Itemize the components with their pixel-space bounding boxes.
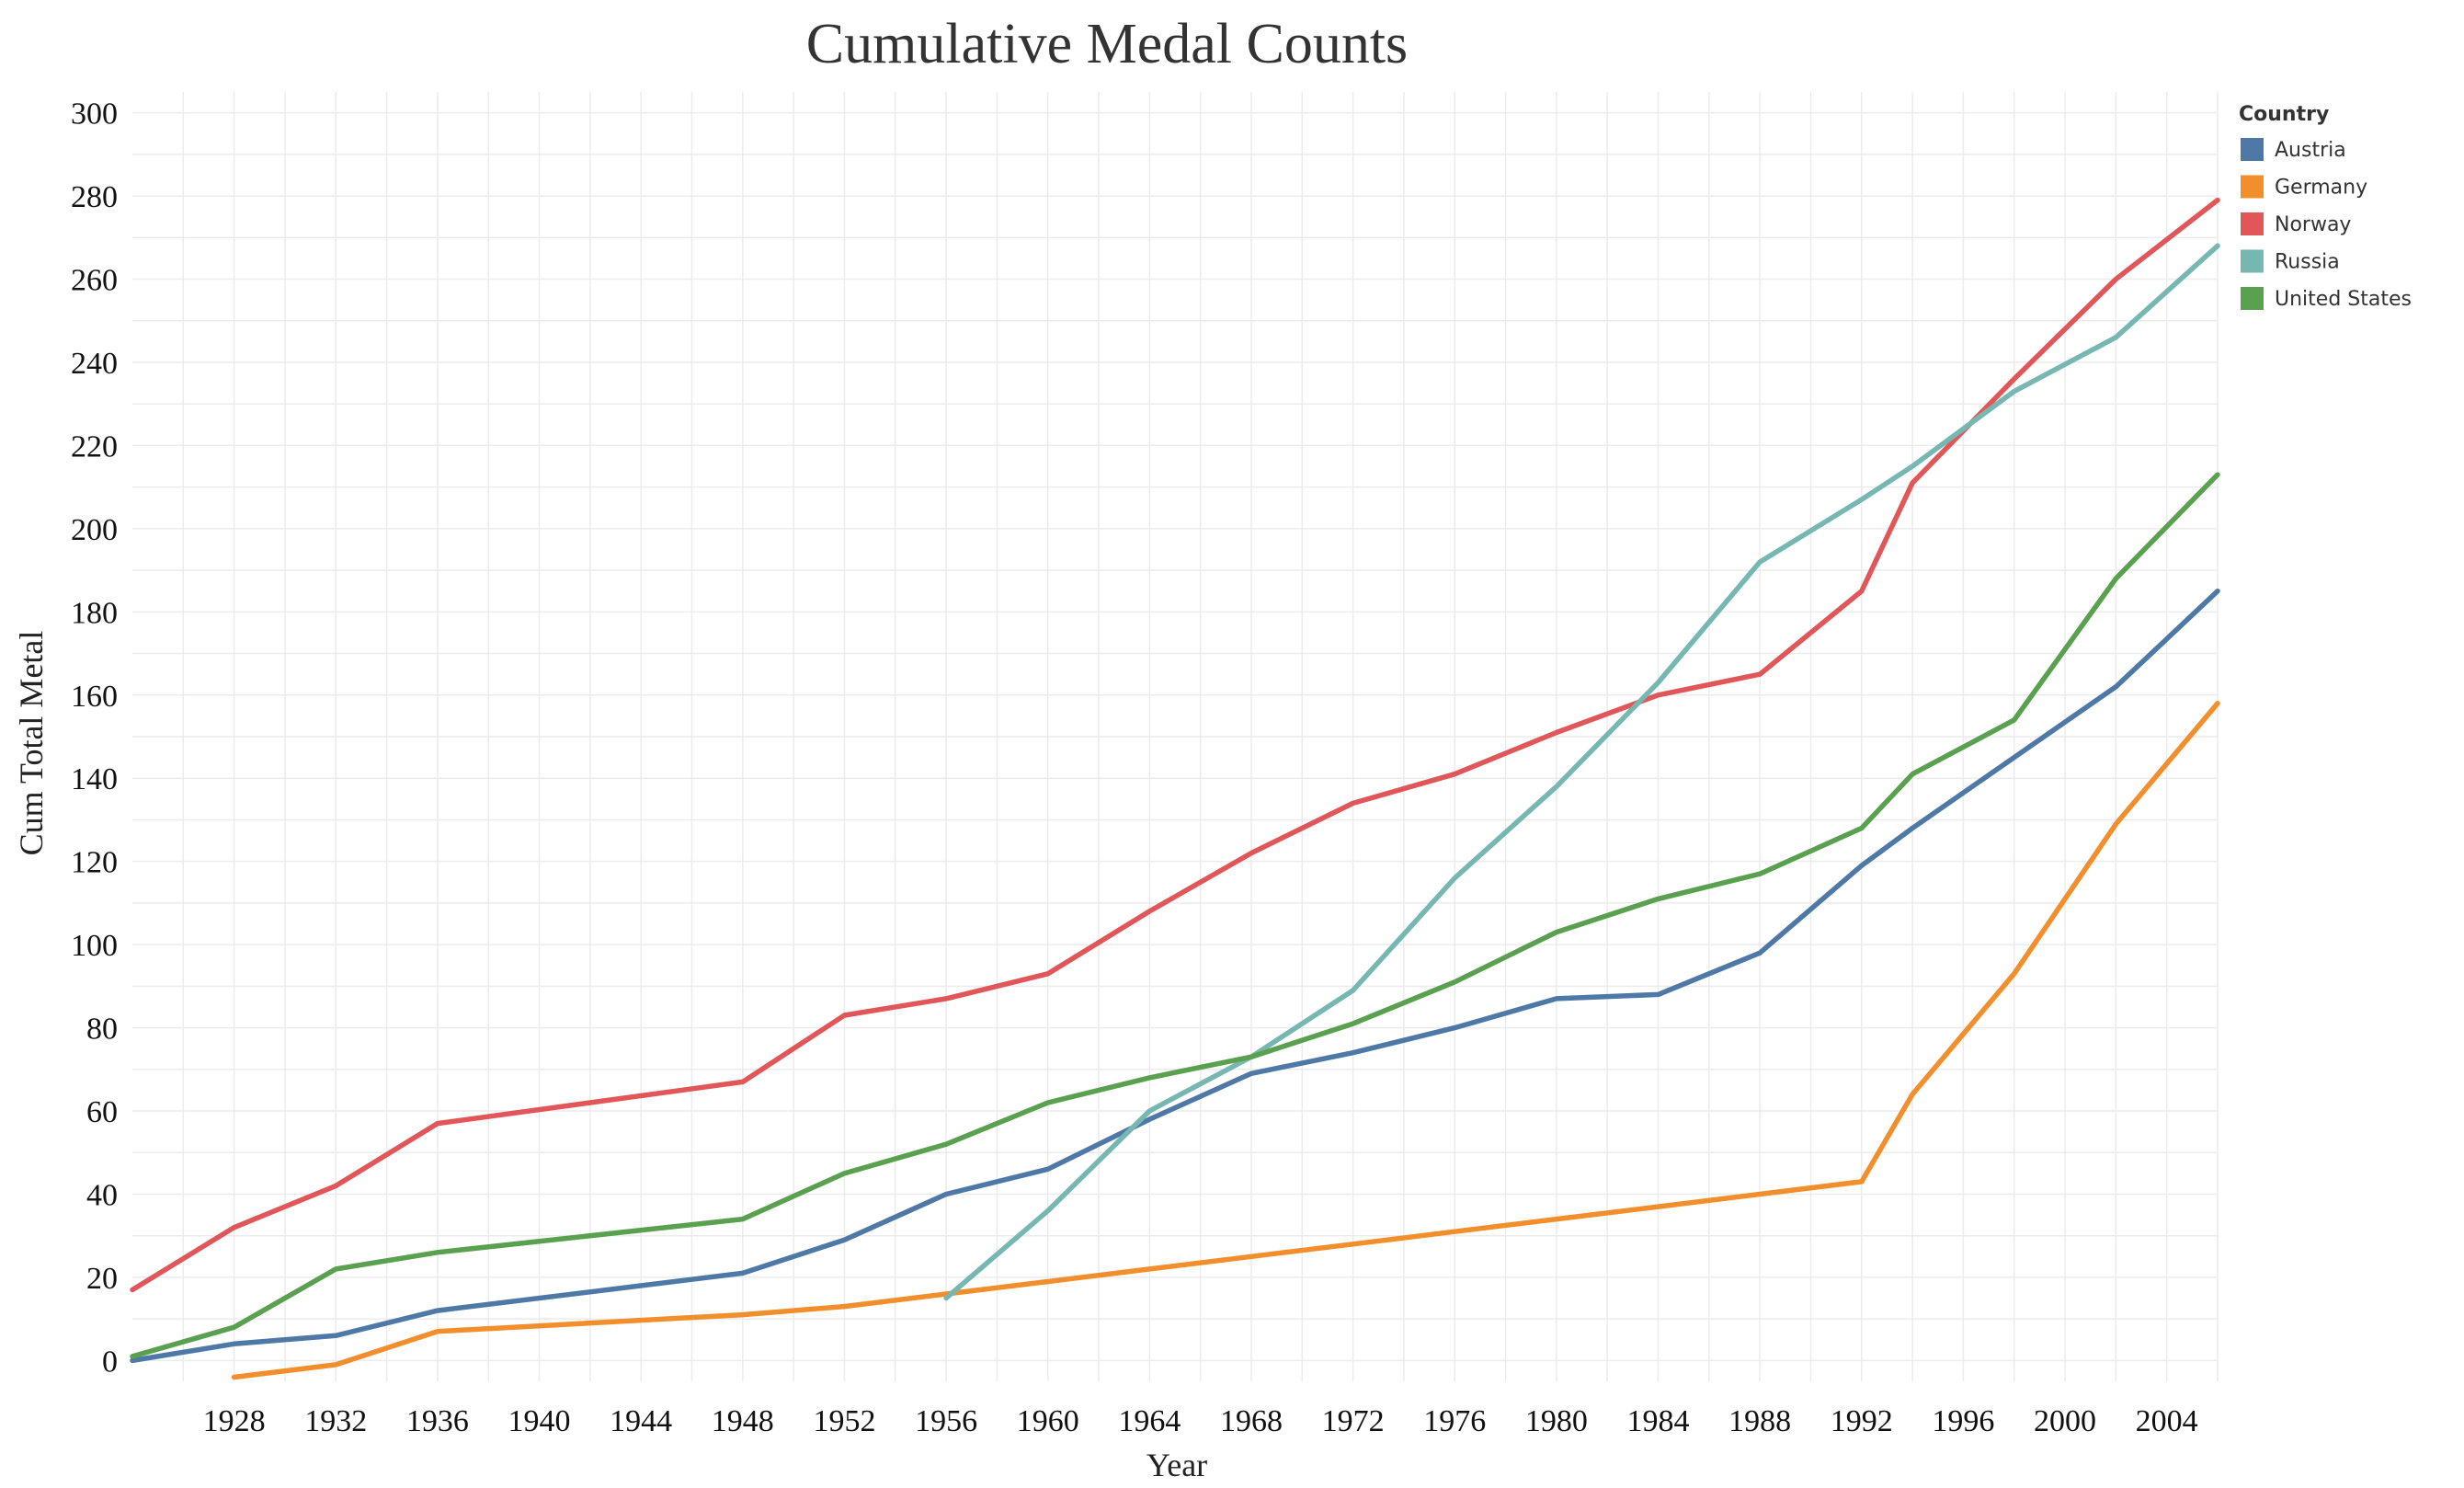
legend: Country Austria Germany Norway Russia United… [2239,103,2412,311]
legend-swatch [2241,138,2264,161]
series-line-russia [943,243,2220,1301]
y-tick-label: 20 [86,1262,118,1296]
x-tick-label: 1988 [1728,1404,1791,1438]
x-tick-label: 1956 [915,1404,977,1438]
y-tick-label: 220 [71,429,118,464]
legend-swatch [2241,287,2264,310]
y-axis-ticks: 0 20 40 60 80 100 120 140 160 180 200 220 240 260 280 3… [71,97,118,1379]
y-tick-label: 60 [86,1095,118,1129]
y-tick-label: 300 [71,97,118,132]
x-tick-label: 1964 [1118,1404,1181,1438]
series-line-austria [130,588,2220,1364]
y-tick-label: 100 [71,929,118,963]
x-tick-label: 1952 [813,1404,875,1438]
x-tick-label: 1984 [1627,1404,1690,1438]
legend-label: Austria [2275,139,2346,162]
x-tick-label: 1940 [508,1404,571,1438]
x-tick-label: 1992 [1831,1404,1893,1438]
x-tick-label: 1928 [203,1404,266,1438]
series-line-united-states [130,472,2220,1359]
x-tick-label: 1972 [1322,1404,1385,1438]
y-tick-label: 40 [86,1178,118,1212]
y-tick-label: 240 [71,347,118,381]
legend-label: Germany [2275,177,2367,200]
legend-label: Russia [2275,251,2340,274]
series-lines [130,197,2220,1380]
x-tick-label: 1980 [1525,1404,1588,1438]
x-tick-label: 2004 [2136,1404,2198,1438]
x-tick-label: 1944 [610,1404,672,1438]
x-tick-label: 1996 [1932,1404,1994,1438]
y-tick-label: 280 [71,180,118,214]
x-tick-label: 1960 [1017,1404,1079,1438]
legend-title: Country [2239,103,2329,126]
y-tick-label: 140 [71,762,118,796]
chart-title: Cumulative Medal Counts [806,13,1408,75]
legend-swatch [2241,212,2264,235]
x-tick-label: 1932 [304,1404,367,1438]
y-tick-label: 120 [71,846,118,880]
y-tick-label: 260 [71,264,118,298]
x-axis-ticks: 1928 1932 1936 1940 1944 1948 1952 1956 1960 1964… [203,1404,2198,1438]
y-axis-title: Cum Total Metal [13,631,50,856]
x-tick-label: 1976 [1423,1404,1486,1438]
legend-swatch [2241,249,2264,273]
y-tick-label: 180 [71,596,118,630]
x-tick-label: 1968 [1220,1404,1283,1438]
series-line-norway [130,197,2220,1293]
y-tick-label: 200 [71,513,118,547]
y-tick-label: 80 [86,1013,118,1047]
legend-items: Austria Germany Norway Russia United States [2241,138,2412,311]
x-tick-label: 2000 [2034,1404,2096,1438]
legend-label: Norway [2275,213,2351,236]
y-tick-label: 0 [102,1345,118,1379]
x-tick-label: 1948 [712,1404,774,1438]
legend-swatch [2241,175,2264,199]
legend-label: United States [2275,288,2412,311]
grid-lines [132,92,2219,1381]
x-tick-label: 1936 [406,1404,469,1438]
y-tick-label: 160 [71,680,118,714]
x-axis-title: Year [1146,1447,1207,1483]
series-line-germany [231,701,2220,1380]
